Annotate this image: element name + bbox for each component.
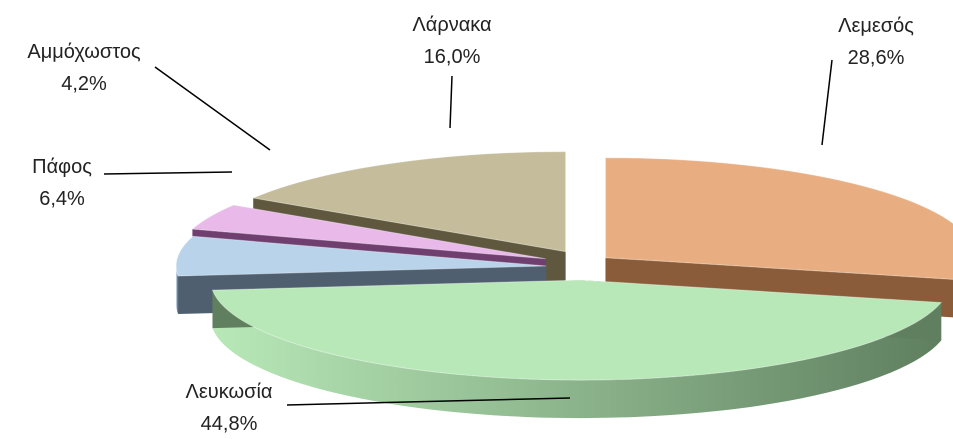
slice-label-3: Αμμόχωστος	[27, 41, 141, 63]
pie-slice-top	[175, 235, 547, 277]
slice-value-label-1: 44,8%	[201, 413, 258, 435]
data-labels: Λεμεσός 28,6% Λευκωσία 44,8% Πάφος 6,4% Αμμόχω…	[27, 14, 914, 435]
leader-line-3	[154, 66, 271, 151]
leader-lines	[103, 59, 833, 406]
pie-slice-wall	[212, 290, 942, 419]
slice-value-label-3: 4,2%	[61, 73, 107, 95]
slices-layer	[175, 151, 953, 419]
pie-slice-top	[604, 157, 953, 280]
pie-slice-wall	[176, 266, 179, 315]
slice-value-label-0: 28,6%	[848, 47, 905, 69]
leader-line-4	[449, 75, 453, 129]
slice-label-1: Λευκωσία	[186, 381, 273, 403]
slice-value-label-4: 16,0%	[424, 46, 481, 68]
pie-slice-top	[191, 204, 546, 260]
leader-line-2	[103, 171, 233, 175]
pie-slice-top	[251, 151, 567, 253]
slice-label-0: Λεμεσός	[838, 15, 914, 37]
leader-line-0	[821, 59, 833, 146]
slice-value-label-2: 6,4%	[39, 188, 85, 210]
pie-slice-1	[211, 279, 943, 419]
slice-label-2: Πάφος	[32, 156, 92, 178]
leader-line-1	[286, 397, 571, 406]
pie-slice-top	[211, 279, 943, 381]
slice-label-4: Λάρνακα	[412, 14, 491, 36]
